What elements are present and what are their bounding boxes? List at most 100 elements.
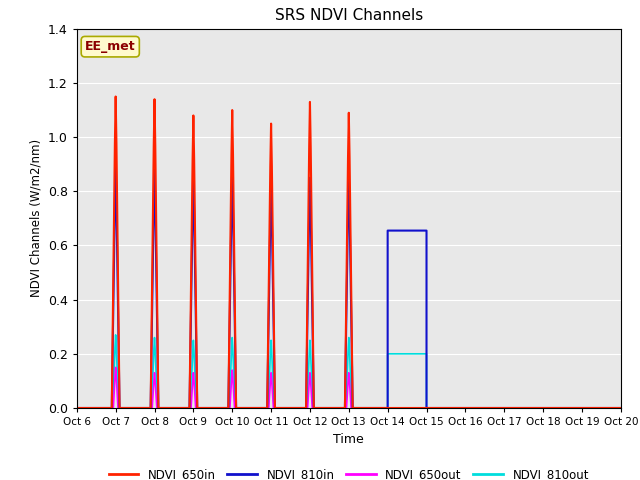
NDVI_810out <box>231 405 239 411</box>
Line: NDVI_810in: NDVI_810in <box>77 167 621 408</box>
NDVI_810in <box>268 183 275 189</box>
NDVI_810out <box>303 405 311 411</box>
NDVI_650out <box>344 375 352 381</box>
NDVI_650out <box>112 364 120 370</box>
NDVI_650out <box>150 370 158 376</box>
NDVI_650out <box>267 375 275 381</box>
NDVI_810out <box>150 335 158 340</box>
NDVI_810in <box>190 209 198 215</box>
NDVI_650in <box>108 405 116 411</box>
NDVI_810out <box>342 405 349 411</box>
NDVI_810out <box>148 405 156 411</box>
NDVI_810out <box>190 348 198 353</box>
NDVI_810in <box>384 228 392 233</box>
NDVI_810out <box>189 348 196 353</box>
NDVI_810in <box>189 175 197 180</box>
NDVI_810in <box>229 207 237 213</box>
NDVI_650out <box>151 375 159 381</box>
NDVI_650out <box>308 405 316 411</box>
NDVI_650out <box>112 371 120 376</box>
Line: NDVI_650out: NDVI_650out <box>77 367 621 408</box>
NDVI_810out <box>306 337 314 343</box>
NDVI_810out <box>228 335 236 340</box>
NDVI_810out <box>193 405 200 411</box>
NDVI_650out <box>304 405 312 411</box>
NDVI_810in <box>271 405 279 411</box>
NDVI_650out <box>617 405 625 411</box>
NDVI_810in <box>310 405 317 411</box>
NDVI_650in <box>225 405 232 411</box>
NDVI_810out <box>267 348 275 353</box>
NDVI_810out <box>113 343 120 348</box>
NDVI_810in <box>186 405 193 411</box>
NDVI_810in <box>113 200 120 206</box>
NDVI_810in <box>305 209 313 215</box>
NDVI_650in <box>310 405 317 411</box>
NDVI_650in <box>154 405 162 411</box>
NDVI_810in <box>232 405 240 411</box>
Line: NDVI_810out: NDVI_810out <box>77 335 621 408</box>
X-axis label: Time: Time <box>333 432 364 445</box>
NDVI_810in <box>349 405 356 411</box>
NDVI_810in <box>147 405 154 411</box>
Legend: NDVI_650in, NDVI_810in, NDVI_650out, NDVI_810out: NDVI_650in, NDVI_810in, NDVI_650out, NDV… <box>104 463 594 480</box>
NDVI_810out <box>111 343 119 348</box>
NDVI_650out <box>346 375 353 381</box>
NDVI_810out <box>309 405 317 411</box>
NDVI_650in <box>306 99 314 105</box>
NDVI_810in <box>111 200 119 206</box>
NDVI_810out <box>345 335 353 340</box>
NDVI_810in <box>228 172 236 178</box>
NDVI_650out <box>268 370 275 376</box>
NDVI_810out <box>189 337 197 343</box>
NDVI_810out <box>384 351 392 357</box>
NDVI_650in <box>112 94 120 99</box>
NDVI_650out <box>230 405 238 411</box>
NDVI_650in <box>193 405 201 411</box>
NDVI_650in <box>266 163 274 169</box>
NDVI_650out <box>73 405 81 411</box>
NDVI_810out <box>264 405 272 411</box>
NDVI_810in <box>384 405 392 411</box>
NDVI_810in <box>150 203 157 208</box>
NDVI_810out <box>228 345 236 351</box>
NDVI_810out <box>229 345 237 351</box>
NDVI_650in <box>268 121 275 127</box>
NDVI_650out <box>348 405 355 411</box>
NDVI_650in <box>147 405 154 411</box>
NDVI_650in <box>189 113 197 119</box>
NDVI_650in <box>264 405 271 411</box>
NDVI_810out <box>268 348 275 353</box>
NDVI_810in <box>302 405 310 411</box>
NDVI_810in <box>344 207 352 213</box>
NDVI_810in <box>228 207 236 213</box>
NDVI_650out <box>345 370 353 376</box>
NDVI_650out <box>114 405 122 411</box>
NDVI_650out <box>229 373 237 379</box>
NDVI_650out <box>109 405 117 411</box>
NDVI_650out <box>190 375 198 381</box>
NDVI_650in <box>268 163 276 169</box>
NDVI_650out <box>228 373 236 379</box>
NDVI_650in <box>302 405 310 411</box>
NDVI_810out <box>422 405 430 411</box>
NDVI_810out <box>305 348 313 353</box>
Text: EE_met: EE_met <box>85 40 136 53</box>
NDVI_810out <box>268 337 275 343</box>
NDVI_650out <box>111 371 119 376</box>
NDVI_810out <box>150 345 158 351</box>
NDVI_650in <box>190 156 198 162</box>
NDVI_650out <box>153 405 161 411</box>
NDVI_810out <box>346 345 353 351</box>
NDVI_810in <box>189 209 196 215</box>
NDVI_650in <box>150 143 157 148</box>
NDVI_650in <box>229 152 237 157</box>
NDVI_810out <box>344 345 352 351</box>
NDVI_650out <box>342 405 350 411</box>
NDVI_810in <box>422 405 430 411</box>
NDVI_650in <box>617 405 625 411</box>
NDVI_810out <box>151 345 159 351</box>
NDVI_810out <box>154 405 161 411</box>
NDVI_810in <box>152 203 159 208</box>
NDVI_810out <box>112 332 120 338</box>
